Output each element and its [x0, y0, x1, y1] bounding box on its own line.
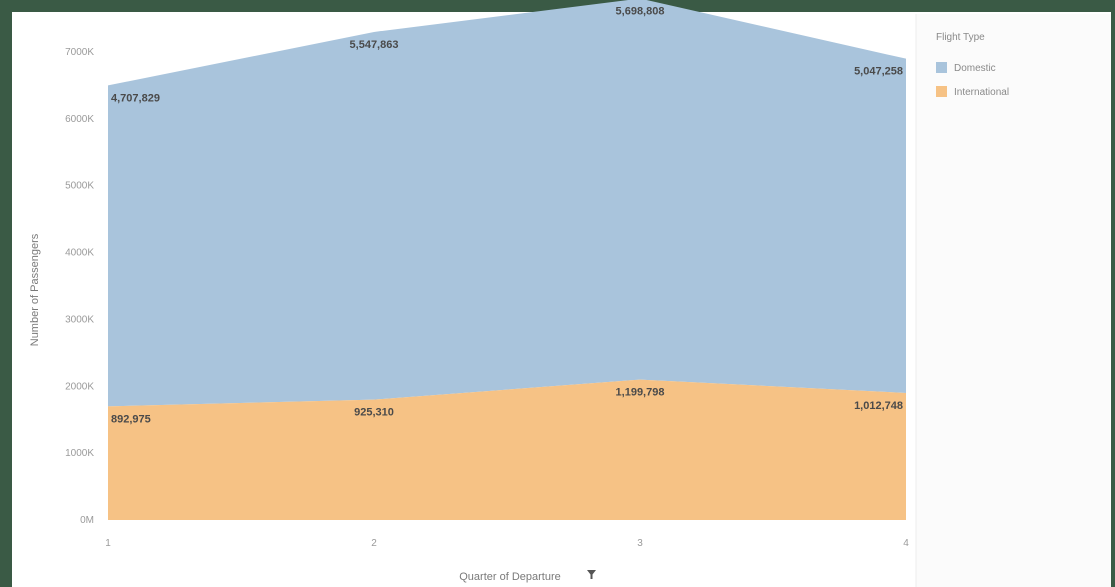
x-axis-ticks: 1 2 3 4: [105, 538, 909, 549]
y-tick-label: 4000K: [65, 248, 94, 259]
data-label-domestic: 4,707,829: [111, 92, 160, 104]
data-label-international: 892,975: [111, 413, 151, 425]
legend: Flight Type Domestic International: [936, 32, 1009, 98]
x-tick-label: 1: [105, 538, 111, 549]
y-axis-ticks: 0M 1000K 2000K 3000K 4000K 5000K 6000K 7000K: [65, 47, 94, 526]
area-domestic[interactable]: [108, 0, 906, 407]
area-international[interactable]: [108, 379, 906, 520]
legend-swatch: [936, 62, 947, 73]
legend-item-domestic[interactable]: Domestic: [936, 62, 996, 74]
y-tick-label: 0M: [80, 515, 94, 526]
data-label-domestic: 5,047,258: [854, 66, 903, 78]
x-tick-label: 2: [371, 538, 377, 549]
data-label-group: 4,707,829 892,975 5,547,863 925,310 5,698,80…: [111, 6, 903, 426]
y-tick-label: 1000K: [65, 448, 94, 459]
legend-swatch: [936, 86, 947, 97]
data-label-domestic: 5,547,863: [350, 39, 399, 51]
x-axis-title-group: Quarter of Departure: [459, 570, 596, 583]
x-tick-label: 4: [903, 538, 909, 549]
y-tick-label: 3000K: [65, 314, 94, 325]
y-tick-label: 7000K: [65, 47, 94, 58]
y-tick-label: 5000K: [65, 181, 94, 192]
x-axis-title: Quarter of Departure: [459, 571, 561, 583]
y-tick-label: 2000K: [65, 381, 94, 392]
legend-title: Flight Type: [936, 32, 985, 43]
legend-label: International: [954, 87, 1009, 98]
x-tick-label: 3: [637, 538, 643, 549]
legend-panel-bg: [916, 14, 1111, 587]
y-tick-label: 6000K: [65, 114, 94, 125]
legend-item-international[interactable]: International: [936, 86, 1009, 98]
area-series-group: [108, 0, 906, 520]
data-label-international: 1,199,798: [616, 387, 665, 399]
legend-label: Domestic: [954, 63, 996, 74]
data-label-domestic: 5,698,808: [616, 6, 665, 18]
y-axis-title: Number of Passengers: [29, 233, 41, 346]
data-label-international: 925,310: [354, 407, 394, 419]
filter-icon[interactable]: [587, 570, 596, 579]
data-label-international: 1,012,748: [854, 400, 903, 412]
